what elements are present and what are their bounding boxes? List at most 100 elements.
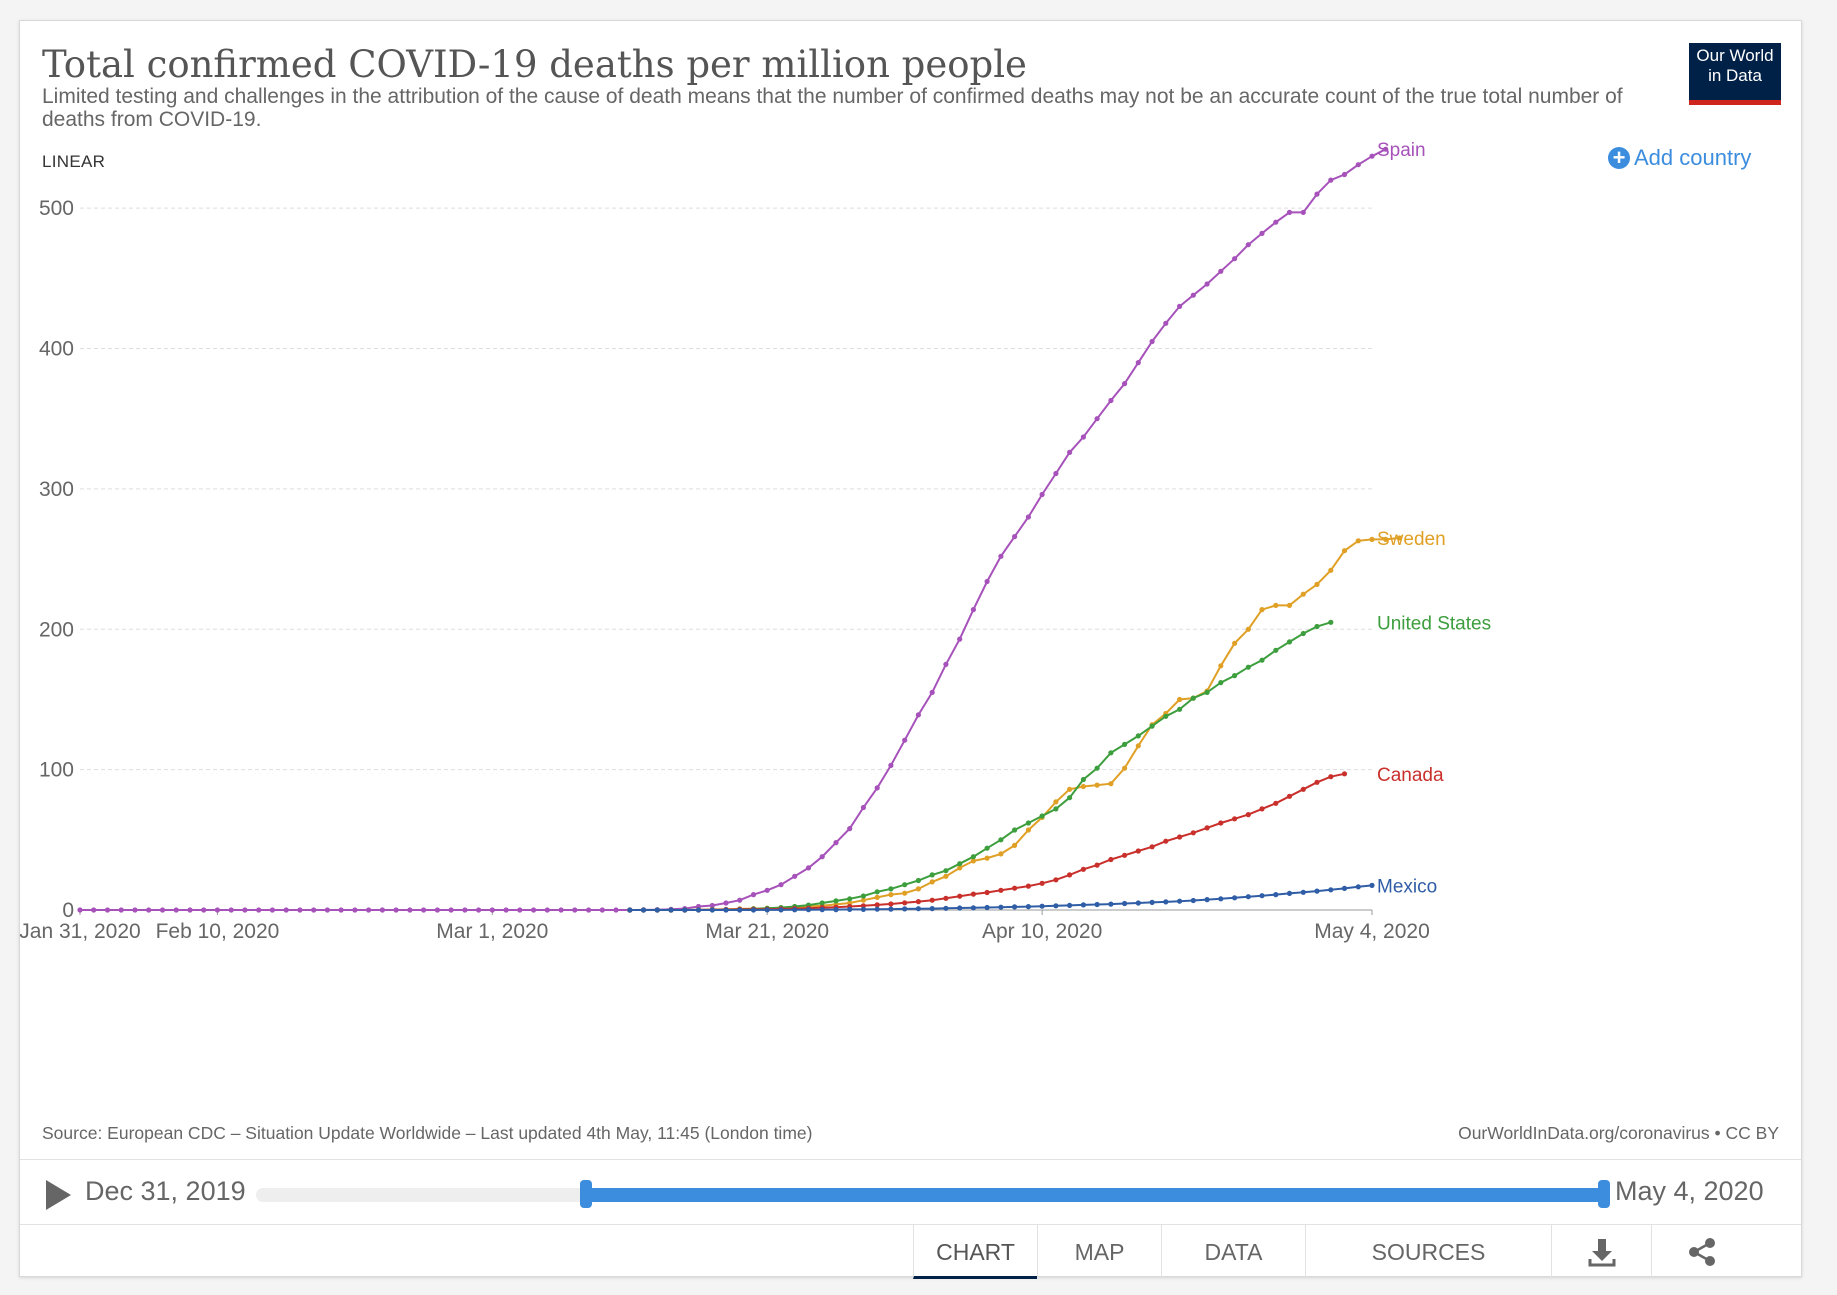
data-point	[1108, 781, 1114, 787]
x-tick-label: Apr 10, 2020	[982, 920, 1102, 943]
data-point	[1369, 536, 1375, 543]
data-point	[874, 889, 880, 895]
data-point	[750, 892, 757, 898]
logo-line-1: Our World	[1696, 46, 1774, 65]
data-point	[1012, 904, 1018, 910]
owid-logo[interactable]: Our World in Data	[1689, 43, 1781, 105]
data-point	[764, 907, 770, 913]
series-label: United States	[1377, 613, 1491, 634]
data-point	[1341, 885, 1348, 892]
data-point	[998, 837, 1004, 843]
data-point	[448, 907, 454, 913]
download-button[interactable]	[1551, 1225, 1651, 1279]
data-point	[352, 907, 358, 913]
data-point	[957, 905, 963, 911]
data-point	[1232, 673, 1238, 679]
data-point	[1135, 360, 1141, 366]
series-line	[629, 772, 1345, 911]
data-point	[1135, 743, 1141, 749]
timeline-end-label: May 4, 2020	[1615, 1176, 1764, 1206]
data-point	[970, 858, 977, 864]
data-point	[1259, 893, 1265, 899]
data-point	[228, 907, 234, 913]
data-point	[1204, 689, 1210, 696]
add-country-label: Add country	[1634, 145, 1752, 170]
scale-toggle[interactable]: LINEAR	[42, 152, 106, 171]
y-tick-label: 0	[62, 899, 74, 922]
series-mexico	[627, 882, 1375, 913]
logo-line-2: in Data	[1708, 66, 1762, 85]
y-tick-label: 300	[39, 478, 74, 501]
data-point	[1177, 834, 1183, 840]
data-point	[805, 907, 812, 913]
data-point	[366, 907, 372, 913]
data-point	[434, 907, 440, 913]
series-label: Mexico	[1377, 876, 1437, 897]
data-point	[407, 907, 413, 913]
data-point	[737, 897, 743, 903]
credit-link[interactable]: OurWorldInData.org/coronavirus • CC BY	[1458, 1123, 1779, 1143]
data-point	[1012, 885, 1018, 891]
play-icon[interactable]	[46, 1180, 71, 1210]
data-point	[338, 907, 344, 913]
tab-data[interactable]: DATA	[1161, 1225, 1305, 1279]
data-point	[860, 903, 867, 909]
series-line	[80, 148, 1387, 911]
data-point	[1025, 820, 1031, 826]
data-point	[1232, 816, 1238, 822]
data-point	[970, 854, 977, 860]
data-point	[1053, 877, 1059, 883]
data-point	[1218, 268, 1224, 274]
series-label: Sweden	[1377, 529, 1446, 550]
data-point	[1369, 882, 1375, 889]
data-point	[1328, 887, 1334, 893]
data-point	[379, 907, 385, 913]
x-tick-label: May 4, 2020	[1314, 920, 1430, 943]
data-point	[1245, 894, 1251, 900]
data-point	[173, 907, 179, 913]
data-point	[764, 887, 770, 893]
data-point	[1218, 820, 1224, 826]
data-point	[709, 907, 715, 913]
data-point	[1080, 866, 1086, 872]
tab-chart[interactable]: CHART	[913, 1225, 1037, 1279]
timeline-end-handle[interactable]	[1598, 1180, 1610, 1208]
data-point	[1025, 904, 1031, 910]
add-country-button[interactable]: + Add country	[1608, 145, 1751, 171]
chart-title: Total confirmed COVID-19 deaths per mill…	[42, 43, 1027, 86]
x-tick-label: Jan 31, 2020	[20, 920, 141, 943]
data-point	[819, 907, 825, 913]
data-point	[1067, 902, 1073, 909]
share-button[interactable]	[1651, 1225, 1751, 1279]
y-tick-label: 200	[39, 618, 74, 641]
data-point	[957, 865, 963, 871]
data-point	[1053, 470, 1059, 477]
tab-map[interactable]: MAP	[1037, 1225, 1161, 1279]
data-point	[943, 868, 949, 874]
data-point	[489, 907, 495, 913]
data-point	[1135, 900, 1141, 906]
tab-sources[interactable]: SOURCES	[1305, 1225, 1551, 1279]
data-point	[1355, 884, 1361, 890]
series-sweden	[627, 535, 1403, 913]
data-point	[1149, 338, 1155, 345]
data-point	[1080, 783, 1086, 790]
data-point	[1328, 774, 1334, 780]
data-point	[1300, 591, 1306, 597]
data-point	[324, 907, 330, 913]
data-point	[860, 897, 867, 903]
data-point	[778, 882, 784, 888]
data-point	[1039, 491, 1045, 498]
series-line	[629, 621, 1332, 911]
data-point	[847, 896, 853, 902]
data-point	[792, 873, 798, 879]
data-point	[682, 907, 688, 913]
timeline-selected-range[interactable]	[586, 1188, 1604, 1202]
data-point	[599, 907, 605, 913]
data-point	[1396, 535, 1403, 541]
timeline-start-handle[interactable]	[580, 1180, 592, 1208]
data-point	[984, 578, 990, 585]
data-point	[1122, 900, 1128, 907]
data-point	[1053, 903, 1059, 909]
data-point	[1122, 765, 1128, 771]
